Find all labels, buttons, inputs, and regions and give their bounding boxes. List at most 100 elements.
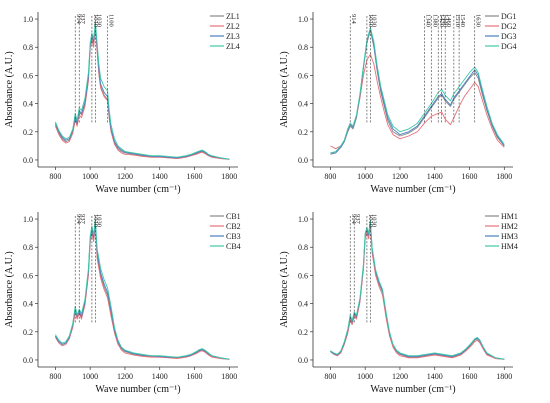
y-tick-label: 0.0 [23, 356, 33, 365]
y-tick-label: 0.6 [298, 71, 308, 80]
x-tick-label: 1400 [152, 372, 168, 381]
x-axis-title: Wave number (cm⁻¹) [95, 384, 180, 395]
y-tick-label: 0.8 [298, 43, 308, 52]
legend-item-zl4: ZL4 [226, 42, 240, 51]
x-tick-label: 800 [49, 172, 61, 181]
x-tick-label: 1600 [187, 172, 203, 181]
x-tick-label: 1200 [117, 372, 133, 381]
legend-item-dg2: DG2 [501, 22, 517, 31]
x-tick-label: 1800 [496, 172, 512, 181]
x-tick-label: 800 [324, 172, 336, 181]
x-tick-label: 1200 [392, 372, 408, 381]
y-tick-label: 0.6 [23, 271, 33, 280]
x-tick-label: 800 [324, 372, 336, 381]
y-tick-label: 0.2 [23, 128, 33, 137]
series-line-hm2 [330, 225, 505, 360]
x-tick-label: 1800 [496, 372, 512, 381]
peak-marker-label: 1540 [459, 14, 466, 27]
x-tick-label: 1600 [462, 172, 478, 181]
peak-marker-label: 1100 [108, 14, 115, 27]
x-tick-label: 1400 [427, 372, 443, 381]
legend-item-hm2: HM2 [501, 222, 518, 231]
series-line-cb3 [55, 221, 230, 360]
series-line-zl4 [54, 21, 230, 160]
peak-marker-label: 1030 [95, 214, 102, 227]
y-tick-label: 0.2 [23, 328, 33, 337]
peak-marker-label: 1630 [475, 14, 482, 27]
x-axis-title: Wave number (cm⁻¹) [370, 184, 455, 195]
x-tick-label: 800 [49, 372, 61, 381]
peak-marker-label: 914 [350, 214, 357, 225]
series-line-dg2 [330, 53, 505, 150]
x-axis-title: Wave number (cm⁻¹) [370, 384, 455, 395]
peak-marker-label: 937 [79, 14, 86, 25]
chart-panel-4: 800 1000 1200 1400 1600 1800 0.0 0.2 0.4 0.6 0.8 1.… [279, 212, 518, 395]
legend-item-dg4: DG4 [501, 42, 517, 51]
series-line-cb1 [55, 222, 230, 360]
y-tick-label: 0.8 [23, 43, 33, 52]
y-tick-label: 0.0 [298, 356, 308, 365]
series-line-dg4 [330, 27, 505, 154]
peak-marker-label: 937 [79, 214, 86, 225]
series-line-zl1 [54, 25, 230, 160]
x-tick-label: 1000 [82, 372, 98, 381]
series-line-zl2 [54, 27, 230, 160]
y-axis-title: Absorbance (A.U.) [4, 51, 15, 127]
y-tick-label: 0.0 [23, 156, 33, 165]
x-tick-label: 1000 [357, 172, 373, 181]
y-tick-label: 0.0 [298, 156, 308, 165]
y-tick-label: 0.8 [298, 243, 308, 252]
y-axis-title: Absorbance (A.U.) [4, 251, 15, 327]
series-line-dg3 [330, 28, 505, 154]
x-tick-label: 1400 [152, 172, 168, 181]
legend-item-cb2: CB2 [226, 222, 241, 231]
peak-marker-label: 914 [350, 14, 357, 25]
y-tick-label: 0.8 [23, 243, 33, 252]
y-tick-label: 0.6 [298, 271, 308, 280]
legend-item-hm3: HM3 [501, 232, 518, 241]
chart-panel-3: 800 1000 1200 1400 1600 1800 0.0 0.2 0.4 0.6 0.8 1.… [4, 212, 241, 395]
x-tick-label: 1200 [392, 172, 408, 181]
y-tick-label: 1.0 [23, 215, 33, 224]
x-tick-label: 1600 [187, 372, 203, 381]
legend-item-cb3: CB3 [226, 232, 241, 241]
y-tick-label: 0.6 [23, 71, 33, 80]
x-tick-label: 1200 [117, 172, 133, 181]
peak-marker-label: 914 [75, 214, 82, 225]
y-tick-label: 1.0 [298, 215, 308, 224]
series-line-zl3 [54, 22, 230, 160]
chart-panel-1: 800 1000 1200 1400 1600 1800 0.0 0.2 0.4 0.6 0.8 1.… [4, 12, 240, 195]
series-line-cb4 [55, 218, 230, 360]
series-line-dg1 [330, 29, 505, 155]
peak-marker-label: 914 [75, 14, 82, 25]
peak-marker-label: 1030 [95, 14, 102, 27]
legend-item-hm1: HM1 [501, 212, 518, 221]
y-tick-label: 0.2 [298, 128, 308, 137]
series-line-hm4 [330, 220, 505, 360]
peak-marker-label: 1380 [431, 14, 438, 27]
x-tick-label: 1800 [221, 172, 237, 181]
y-tick-label: 0.4 [298, 100, 308, 109]
peak-marker-label: 1460 [445, 14, 452, 27]
y-tick-label: 0.2 [298, 328, 308, 337]
legend-item-cb4: CB4 [226, 242, 241, 251]
y-tick-label: 0.4 [23, 100, 33, 109]
legend-item-cb1: CB1 [226, 212, 241, 221]
peak-marker-label: 1510 [454, 14, 461, 27]
y-tick-label: 1.0 [23, 15, 33, 24]
x-axis-title: Wave number (cm⁻¹) [95, 184, 180, 195]
peak-marker-label: 1340 [424, 14, 431, 27]
chart-panel-2: 800 1000 1200 1400 1600 1800 0.0 0.2 0.4 0.6 0.8 1.… [279, 12, 517, 195]
x-tick-label: 1600 [462, 372, 478, 381]
x-tick-label: 1000 [357, 372, 373, 381]
legend-item-zl1: ZL1 [226, 12, 240, 21]
y-tick-label: 0.4 [298, 300, 308, 309]
peak-marker-label: 1030 [370, 214, 377, 227]
x-tick-label: 1000 [82, 172, 98, 181]
y-tick-label: 0.4 [23, 300, 33, 309]
legend-item-zl3: ZL3 [226, 32, 240, 41]
x-tick-label: 1800 [221, 372, 237, 381]
legend-item-hm4: HM4 [501, 242, 518, 251]
legend-item-dg3: DG3 [501, 32, 517, 41]
